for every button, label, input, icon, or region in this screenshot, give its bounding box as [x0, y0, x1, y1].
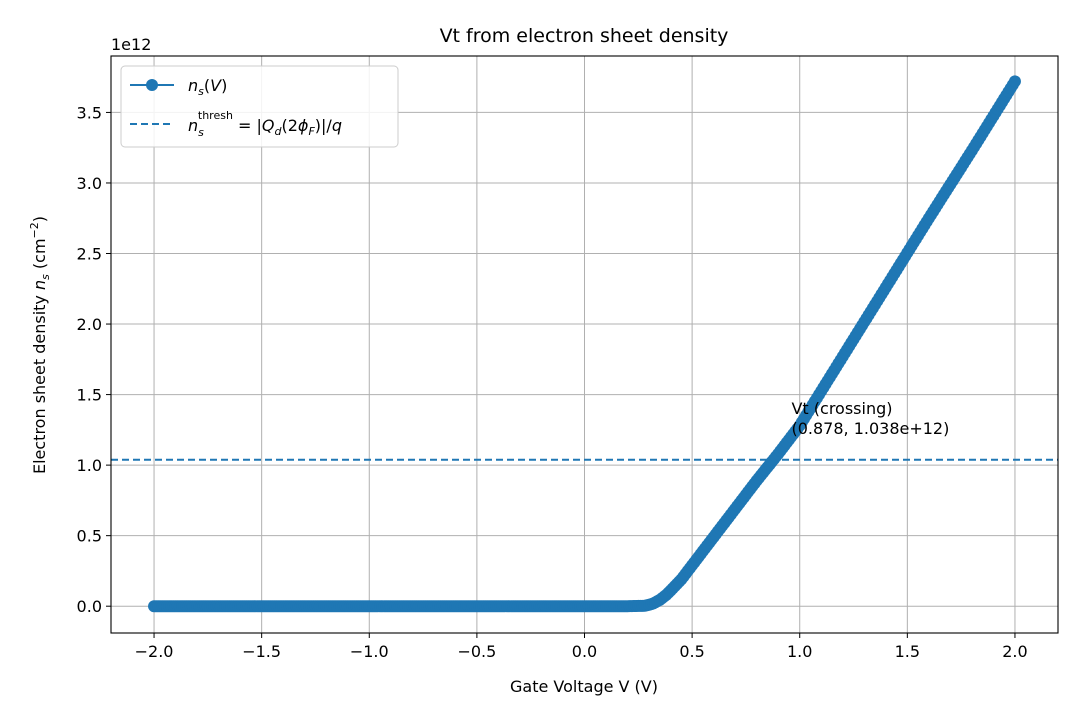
- y-offset-label: 1e12: [111, 35, 151, 54]
- y-tick-label: 2.5: [77, 245, 102, 264]
- x-axis-label: Gate Voltage V (V): [510, 677, 658, 696]
- x-tick-label: 2.0: [1002, 642, 1027, 661]
- x-axis-ticks: −2.0 −1.5 −1.0 −0.5 0.0 0.5 1.0 1.5 2.0: [135, 633, 1028, 661]
- series-layer: [148, 75, 1021, 613]
- y-tick-label: 0.5: [77, 527, 102, 546]
- x-tick-label: 0.0: [572, 642, 597, 661]
- chart-title: Vt from electron sheet density: [440, 25, 729, 47]
- y-axis-label: Electron sheet density ns (cm−2): [28, 216, 52, 474]
- y-tick-label: 2.0: [77, 315, 102, 334]
- annotation-line2: (0.878, 1.038e+12): [791, 419, 949, 438]
- legend: ns(V) nsthresh = |Qd(2ϕF)|/q: [120, 65, 399, 148]
- annotation-line1: Vt (crossing): [791, 399, 892, 418]
- legend-series-marker: [146, 79, 158, 91]
- y-tick-label: 1.0: [77, 456, 102, 475]
- legend-box: [120, 65, 399, 148]
- y-tick-label: 1.5: [77, 386, 102, 405]
- y-tick-label: 3.0: [77, 174, 102, 193]
- y-axis-ticks: 0.0 0.5 1.0 1.5 2.0 2.5 3.0 3.5: [77, 103, 111, 616]
- x-tick-label: −1.5: [242, 642, 281, 661]
- x-tick-label: 1.5: [895, 642, 920, 661]
- x-tick-label: −0.5: [457, 642, 496, 661]
- y-tick-label: 3.5: [77, 103, 102, 122]
- x-tick-label: 1.0: [787, 642, 812, 661]
- legend-series-label: ns(V): [188, 76, 227, 98]
- x-tick-label: −1.0: [350, 642, 389, 661]
- x-tick-label: −2.0: [135, 642, 174, 661]
- x-tick-label: 0.5: [679, 642, 704, 661]
- series-point: [1008, 75, 1021, 88]
- y-tick-label: 0.0: [77, 597, 102, 616]
